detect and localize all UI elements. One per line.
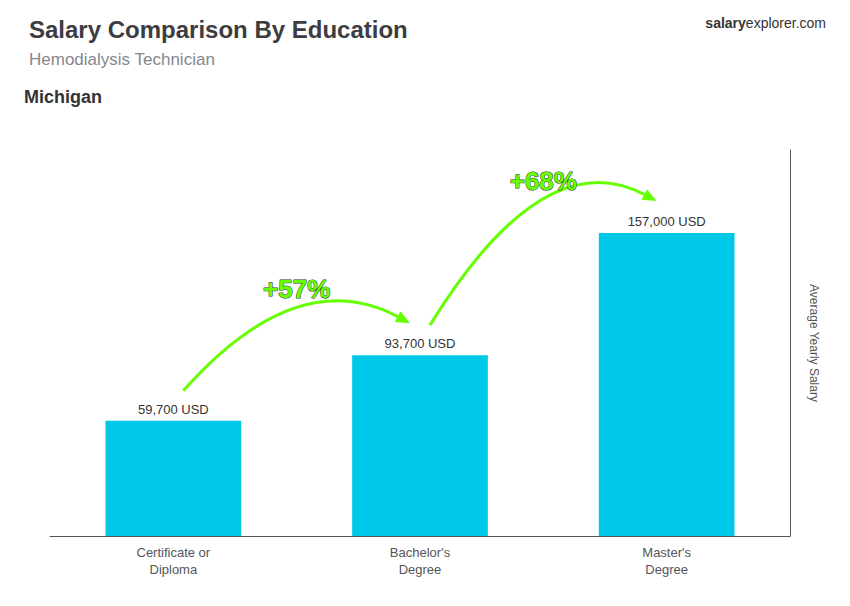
svg-text:Bachelor's: Bachelor's [390, 545, 451, 560]
svg-text:+57%: +57% [263, 274, 330, 304]
svg-text:59,700 USD: 59,700 USD [138, 402, 209, 417]
svg-text:157,000 USD: 157,000 USD [628, 214, 706, 229]
svg-text:Degree: Degree [645, 562, 688, 577]
svg-text:Michigan: Michigan [24, 87, 102, 107]
svg-text:+68%: +68% [510, 166, 577, 196]
svg-text:Hemodialysis Technician: Hemodialysis Technician [29, 50, 215, 69]
svg-text:93,700 USD: 93,700 USD [385, 336, 456, 351]
svg-text:Diploma: Diploma [149, 562, 197, 577]
svg-text:Master's: Master's [642, 545, 691, 560]
svg-text:Degree: Degree [399, 562, 442, 577]
svg-text:Salary Comparison By Education: Salary Comparison By Education [29, 16, 408, 43]
svg-text:Certificate or: Certificate or [136, 545, 210, 560]
svg-text:salary: salary [705, 15, 746, 31]
svg-text:explorer.com: explorer.com [746, 15, 826, 31]
svg-text:Average Yearly Salary: Average Yearly Salary [807, 284, 821, 402]
